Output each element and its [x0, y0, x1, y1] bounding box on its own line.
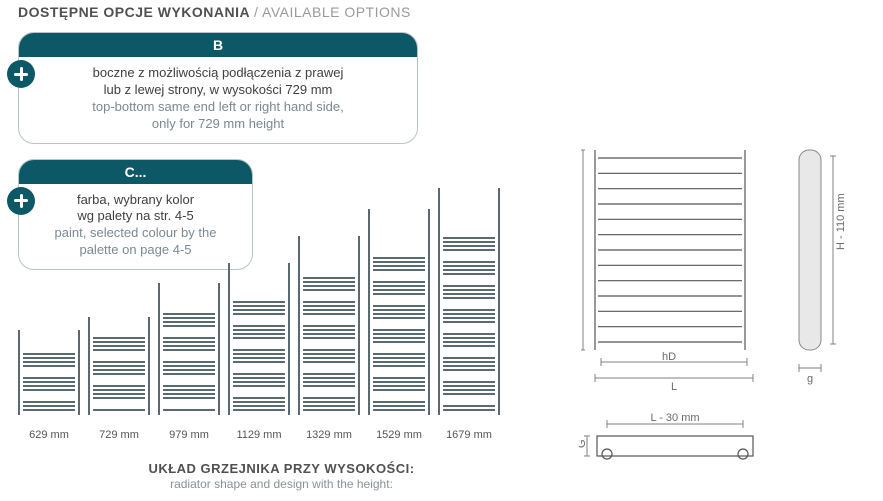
option-b-label: B [19, 33, 417, 57]
option-b-en2: only for 729 mm height [37, 116, 399, 133]
radiator-icon [88, 317, 150, 415]
dim-L30: L - 30 mm [650, 412, 699, 424]
caption-en: radiator shape and design with the heigh… [0, 477, 563, 491]
radiator-icon [228, 263, 290, 415]
radiator-height-label: 629 mm [29, 429, 69, 441]
technical-drawings: H hD L H - 110 mm g L - 30 mm [579, 140, 859, 480]
radiator-height-label: 979 mm [169, 429, 209, 441]
radiator-icon [18, 330, 80, 415]
radiator-icon [368, 209, 430, 415]
radiator-icon [298, 236, 360, 415]
caption-pl: UKŁAD GRZEJNIKA PRZY WYSOKOŚCI: [0, 461, 563, 477]
option-b-en1: top-bottom same end left or right hand s… [37, 99, 399, 116]
radiator-height-label: 1129 mm [236, 429, 281, 441]
radiator-height-label: 1529 mm [376, 429, 422, 441]
radiator-column: 979 mm [158, 283, 220, 441]
header-pl: DOSTĘPNE OPCJE WYKONANIA [18, 4, 250, 20]
front-view-diagram: H hD L [579, 140, 779, 400]
section-header: DOSTĘPNE OPCJE WYKONANIA / AVAILABLE OPT… [0, 0, 883, 26]
dim-H: H [579, 242, 582, 250]
radiator-height-label: 729 mm [99, 429, 139, 441]
radiator-icon [158, 283, 220, 415]
radiator-lineup: 629 mm 729 mm 979 mm 1129 mm 1329 mm 1529 mm 1… [18, 188, 500, 441]
lineup-caption: UKŁAD GRZEJNIKA PRZY WYSOKOŚCI: radiator… [0, 461, 563, 491]
radiator-height-label: 1679 mm [446, 429, 492, 441]
radiator-height-label: 1329 mm [306, 429, 352, 441]
dim-g: g [807, 373, 813, 385]
option-b-pl2: lub z lewej strony, w wysokości 729 mm [37, 82, 399, 99]
option-c-label: C... [19, 160, 252, 184]
radiator-column: 729 mm [88, 317, 150, 441]
radiator-column: 1529 mm [368, 209, 430, 441]
dim-hD: hD [662, 351, 676, 363]
radiator-icon [438, 188, 500, 415]
radiator-column: 1329 mm [298, 236, 360, 441]
plus-icon [7, 60, 35, 88]
radiator-column: 1679 mm [438, 188, 500, 441]
option-b: B boczne z możliwością podłączenia z pra… [18, 32, 418, 147]
option-b-pl1: boczne z możliwością podłączenia z prawe… [37, 65, 399, 82]
header-en: AVAILABLE OPTIONS [262, 4, 411, 20]
dim-H110: H - 110 mm [835, 193, 847, 250]
radiator-column: 1129 mm [228, 263, 290, 441]
side-view-diagram: H - 110 mm g [789, 140, 849, 390]
plan-view-diagram: L - 30 mm G [579, 410, 779, 470]
radiator-column: 629 mm [18, 330, 80, 441]
dim-G: G [579, 439, 588, 448]
dim-L: L [671, 381, 677, 393]
